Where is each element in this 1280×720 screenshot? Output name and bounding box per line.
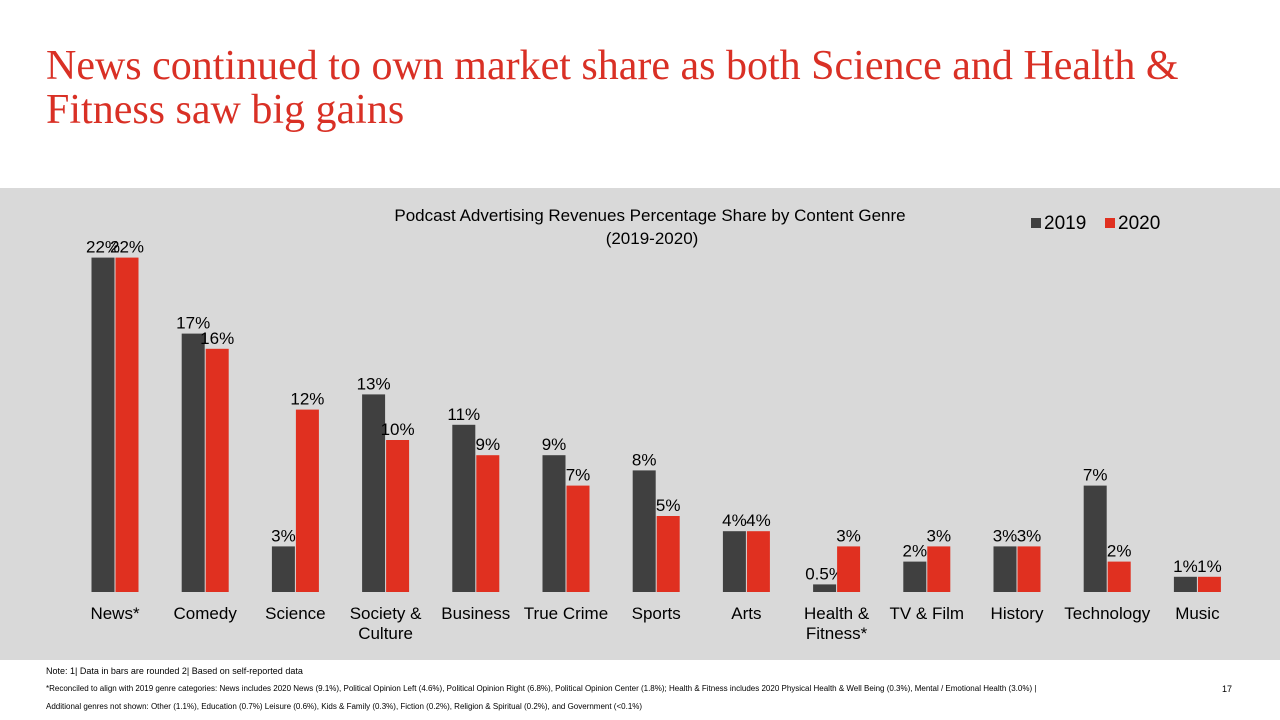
category-label-6: Sports (632, 604, 681, 623)
bar-2019-12 (1173, 576, 1197, 592)
bar-2020-6 (656, 516, 680, 592)
bar-2019-10 (993, 546, 1017, 592)
bar-value-label-2020-6: 5% (656, 496, 681, 515)
bar-2020-4 (476, 455, 500, 592)
bar-2019-0 (91, 257, 115, 592)
category-label-1: Comedy (174, 604, 238, 623)
chart-subtitle: (2019-2020) (606, 229, 699, 248)
category-label-0: News* (90, 604, 140, 623)
bar-2019-5 (542, 455, 566, 592)
category-label-10: History (991, 604, 1044, 623)
bar-value-label-2019-11: 7% (1083, 466, 1108, 485)
bar-value-label-2020-0: 22% (110, 238, 144, 257)
bar-value-label-2019-6: 8% (632, 450, 657, 469)
bar-2020-9 (927, 546, 951, 592)
category-label-5: True Crime (524, 604, 608, 623)
bar-2019-9 (903, 561, 927, 592)
bar-value-label-2020-3: 10% (381, 420, 415, 439)
bar-value-label-2019-9: 2% (903, 542, 928, 561)
bar-value-label-2019-12: 1% (1173, 557, 1198, 576)
bar-value-label-2020-10: 3% (1017, 526, 1042, 545)
bar-2020-5 (566, 485, 590, 592)
bar-value-label-2020-2: 12% (290, 390, 324, 409)
bar-value-label-2019-8: 0.5% (805, 564, 844, 583)
bar-2020-8 (837, 546, 861, 592)
legend-swatch-2020 (1105, 218, 1115, 228)
bar-2020-0 (115, 257, 139, 592)
bar-value-label-2020-1: 16% (200, 329, 234, 348)
bar-2019-8 (813, 584, 837, 592)
bar-2019-1 (181, 333, 205, 592)
legend-label-2019: 2019 (1044, 213, 1086, 234)
bar-2020-1 (205, 348, 229, 592)
chart-title: Podcast Advertising Revenues Percentage … (394, 206, 905, 225)
footnote-additional-genres: Additional genres not shown: Other (1.1%… (46, 702, 643, 711)
bar-value-label-2020-7: 4% (746, 511, 771, 530)
bar-value-label-2020-12: 1% (1197, 557, 1222, 576)
bar-value-label-2020-8: 3% (836, 526, 861, 545)
page-number: 17 (1222, 684, 1233, 694)
bar-2020-12 (1197, 576, 1221, 592)
bar-2020-7 (746, 531, 770, 592)
legend-label-2020: 2020 (1118, 213, 1160, 234)
category-label-4: Business (441, 604, 510, 623)
bar-value-label-2019-4: 11% (447, 405, 480, 424)
slide-title: News continued to own market share as bo… (46, 43, 1179, 133)
bar-2020-10 (1017, 546, 1041, 592)
bar-2020-3 (386, 440, 410, 592)
bar-2019-11 (1083, 485, 1107, 592)
bar-value-label-2019-10: 3% (993, 526, 1018, 545)
bar-2020-2 (295, 409, 319, 592)
bar-2019-3 (362, 394, 386, 592)
category-label-3: Culture (358, 624, 413, 643)
bar-2020-11 (1107, 561, 1131, 592)
category-label-7: Arts (731, 604, 761, 623)
bar-2019-6 (632, 470, 656, 592)
bar-value-label-2019-7: 4% (722, 511, 747, 530)
bar-value-label-2019-3: 13% (357, 374, 391, 393)
category-label-9: TV & Film (889, 604, 964, 623)
bar-value-label-2020-9: 3% (927, 526, 952, 545)
bar-value-label-2020-5: 7% (566, 466, 591, 485)
category-label-8: Fitness* (806, 624, 868, 643)
bar-value-label-2019-1: 17% (176, 314, 210, 333)
category-label-2: Science (265, 604, 325, 623)
footnotes: Note: 1| Data in bars are rounded 2| Bas… (46, 662, 1226, 716)
category-label-12: Music (1175, 604, 1220, 623)
footnote-note: Note: 1| Data in bars are rounded 2| Bas… (46, 666, 303, 676)
footnote-reconciled: *Reconciled to align with 2019 genre cat… (46, 684, 1037, 693)
bar-2019-4 (452, 424, 476, 592)
bar-chart: Podcast Advertising Revenues Percentage … (86, 206, 1222, 643)
bar-value-label-2020-4: 9% (476, 435, 501, 454)
category-label-11: Technology (1064, 604, 1151, 623)
bar-value-label-2019-2: 3% (271, 526, 296, 545)
category-label-3: Society & (350, 604, 422, 623)
bar-2019-2 (271, 546, 295, 592)
bar-value-label-2020-11: 2% (1107, 542, 1132, 561)
bar-2019-7 (722, 531, 746, 592)
bar-value-label-2019-0: 22% (86, 238, 120, 257)
category-label-8: Health & (804, 604, 870, 623)
legend-swatch-2019 (1031, 218, 1041, 228)
bar-value-label-2019-5: 9% (542, 435, 567, 454)
chart-panel: Podcast Advertising Revenues Percentage … (0, 188, 1280, 660)
